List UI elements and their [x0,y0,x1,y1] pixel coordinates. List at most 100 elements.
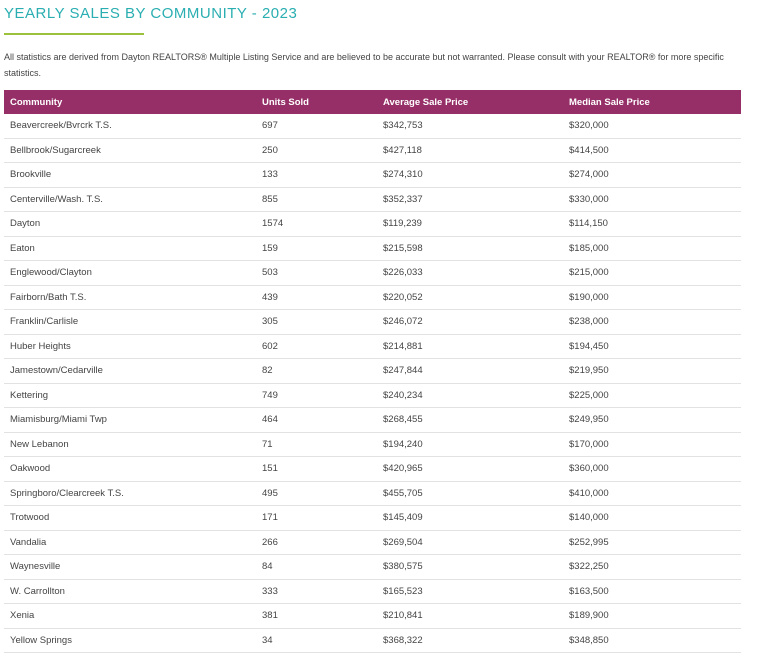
table-row: Xenia 381 $210,841 $189,900 [4,603,741,629]
cell-median-sale-price: $360,000 [563,456,741,482]
table-row: New Lebanon 71 $194,240 $170,000 [4,432,741,457]
cell-community: Eaton [4,236,256,261]
cell-average-sale-price: $165,523 [377,579,563,604]
cell-units-sold: 495 [256,481,377,506]
cell-units-sold: 855 [256,187,377,212]
table-row: Eaton 159 $215,598 $185,000 [4,236,741,261]
table-row: Fairborn/Bath T.S. 439 $220,052 $190,000 [4,285,741,310]
cell-median-sale-price: $414,500 [563,138,741,163]
cell-median-sale-price: $114,150 [563,211,741,237]
cell-median-sale-price: $189,900 [563,603,741,629]
cell-average-sale-price: $427,118 [377,138,563,163]
cell-average-sale-price: $246,072 [377,309,563,335]
cell-units-sold: 381 [256,603,377,629]
table-row: Bellbrook/Sugarcreek 250 $427,118 $414,500 [4,138,741,163]
cell-units-sold: 133 [256,162,377,188]
cell-average-sale-price: $194,240 [377,432,563,457]
cell-community: W. Carrollton [4,579,256,604]
cell-community: Englewood/Clayton [4,260,256,286]
cell-units-sold: 305 [256,309,377,335]
table-row: Yellow Springs 34 $368,322 $348,850 [4,628,741,653]
cell-median-sale-price: $219,950 [563,358,741,384]
cell-median-sale-price: $322,250 [563,554,741,580]
cell-average-sale-price: $119,239 [377,211,563,237]
cell-community: Dayton [4,211,256,237]
cell-average-sale-price: $380,575 [377,554,563,580]
cell-average-sale-price: $247,844 [377,358,563,384]
cell-community: Fairborn/Bath T.S. [4,285,256,310]
cell-median-sale-price: $225,000 [563,383,741,408]
table-header-row: Community Units Sold Average Sale Price … [4,90,741,114]
page-content: YEARLY SALES BY COMMUNITY - 2023 All sta… [4,0,744,653]
cell-units-sold: 697 [256,114,377,139]
cell-median-sale-price: $274,000 [563,162,741,188]
cell-community: Yellow Springs [4,628,256,653]
table-row: Vandalia 266 $269,504 $252,995 [4,530,741,555]
cell-units-sold: 159 [256,236,377,261]
table-row: Springboro/Clearcreek T.S. 495 $455,705 $41… [4,481,741,506]
cell-median-sale-price: $348,850 [563,628,741,653]
cell-median-sale-price: $190,000 [563,285,741,310]
cell-community: Waynesville [4,554,256,580]
cell-median-sale-price: $185,000 [563,236,741,261]
table-body: Beavercreek/Bvrcrk T.S. 697 $342,753 $320,0… [4,114,741,653]
cell-average-sale-price: $455,705 [377,481,563,506]
cell-median-sale-price: $170,000 [563,432,741,457]
table-row: Trotwood 171 $145,409 $140,000 [4,505,741,531]
cell-average-sale-price: $268,455 [377,407,563,433]
cell-median-sale-price: $163,500 [563,579,741,604]
disclaimer-text: All statistics are derived from Dayton R… [4,52,724,78]
cell-average-sale-price: $215,598 [377,236,563,261]
cell-average-sale-price: $352,337 [377,187,563,212]
cell-average-sale-price: $220,052 [377,285,563,310]
cell-units-sold: 71 [256,432,377,457]
cell-units-sold: 151 [256,456,377,482]
cell-community: Vandalia [4,530,256,555]
header-median-sale-price: Median Sale Price [563,90,741,114]
cell-units-sold: 171 [256,505,377,531]
table-row: W. Carrollton 333 $165,523 $163,500 [4,579,741,604]
cell-community: Jamestown/Cedarville [4,358,256,384]
cell-community: Brookville [4,162,256,188]
table-row: Oakwood 151 $420,965 $360,000 [4,456,741,482]
cell-community: Springboro/Clearcreek T.S. [4,481,256,506]
cell-community: Huber Heights [4,334,256,359]
cell-median-sale-price: $252,995 [563,530,741,555]
cell-units-sold: 503 [256,260,377,286]
header-community: Community [4,90,256,114]
cell-community: Franklin/Carlisle [4,309,256,335]
cell-units-sold: 266 [256,530,377,555]
table-row: Kettering 749 $240,234 $225,000 [4,383,741,408]
cell-average-sale-price: $145,409 [377,505,563,531]
table-row: Jamestown/Cedarville 82 $247,844 $219,950 [4,358,741,384]
table-row: Englewood/Clayton 503 $226,033 $215,000 [4,260,741,286]
header-units-sold: Units Sold [256,90,377,114]
cell-median-sale-price: $410,000 [563,481,741,506]
table-row: Beavercreek/Bvrcrk T.S. 697 $342,753 $320,0… [4,114,741,139]
cell-community: Miamisburg/Miami Twp [4,407,256,433]
cell-average-sale-price: $269,504 [377,530,563,555]
cell-community: Trotwood [4,505,256,531]
table-row: Franklin/Carlisle 305 $246,072 $238,000 [4,309,741,335]
table-row: Centerville/Wash. T.S. 855 $352,337 $330,00… [4,187,741,212]
cell-average-sale-price: $210,841 [377,603,563,629]
table-header: Community Units Sold Average Sale Price … [4,90,741,114]
table-row: Waynesville 84 $380,575 $322,250 [4,554,741,580]
cell-median-sale-price: $330,000 [563,187,741,212]
cell-community: Bellbrook/Sugarcreek [4,138,256,163]
cell-units-sold: 749 [256,383,377,408]
cell-median-sale-price: $194,450 [563,334,741,359]
cell-median-sale-price: $140,000 [563,505,741,531]
cell-units-sold: 439 [256,285,377,310]
cell-average-sale-price: $274,310 [377,162,563,188]
title-underline [4,33,144,35]
cell-community: Centerville/Wash. T.S. [4,187,256,212]
cell-average-sale-price: $226,033 [377,260,563,286]
table-row: Miamisburg/Miami Twp 464 $268,455 $249,950 [4,407,741,433]
cell-units-sold: 1574 [256,211,377,237]
cell-average-sale-price: $214,881 [377,334,563,359]
table-row: Brookville 133 $274,310 $274,000 [4,162,741,188]
cell-units-sold: 250 [256,138,377,163]
cell-units-sold: 464 [256,407,377,433]
cell-units-sold: 84 [256,554,377,580]
